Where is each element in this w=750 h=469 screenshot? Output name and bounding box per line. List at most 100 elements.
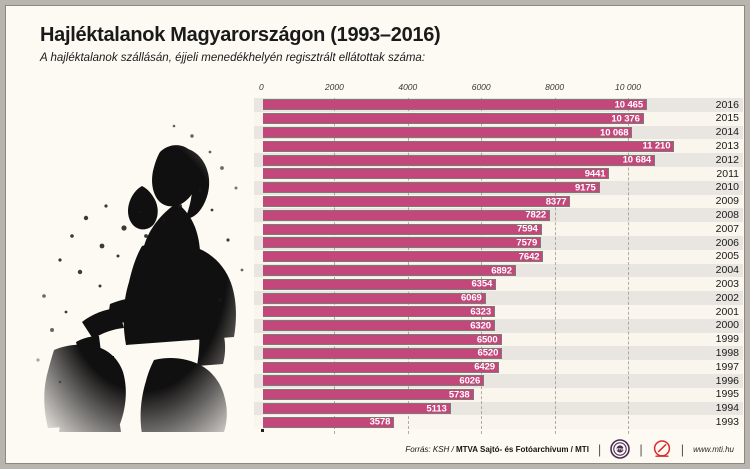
bar-value-label: 10 465 [614,99,644,111]
year-label-1995: 1995 [715,388,739,401]
bar-2008: 7822 [263,209,551,221]
bar-value-label: 6323 [470,306,492,318]
year-label-1997: 1997 [715,360,739,373]
year-label-1993: 1993 [715,415,739,428]
bar-value-label: 7579 [516,237,538,249]
year-label-1994: 1994 [715,402,739,415]
bar-value-label: 5738 [448,389,470,401]
year-label-2004: 2004 [715,264,739,277]
bar-value-label: 10 684 [622,154,652,166]
bar-value-label: 5113 [426,403,447,414]
bar-1999: 6500 [263,334,502,345]
infographic-poster: Hajléktalanok Magyarországon (1993–2016)… [5,5,745,464]
bar-value-label: 6892 [491,265,512,276]
bar-value-label: 7642 [518,251,540,263]
page-subtitle: A hajléktalanok szállásán, éjjeli menedé… [40,52,426,64]
year-label-2013: 2013 [715,139,739,152]
bar-2001: 6323 [263,306,496,318]
bar-value-label: 9175 [574,182,596,194]
bar-value-label: 9441 [584,168,606,180]
footer: Forrás: KSH / MTVA Sajtó- és Fotóarchívu… [6,435,744,463]
x-tick-label-6000: 6000 [471,82,491,92]
year-label-2010: 2010 [715,181,739,194]
mti-logo [653,440,670,457]
separator-1: | [597,441,602,457]
page-title: Hajléktalanok Magyarországon (1993–2016) [40,24,441,46]
x-tick-label-0: 0 [259,82,264,92]
svg-text:MTVA: MTVA [616,448,625,452]
bar-value-label: 8377 [545,196,567,207]
bar-value-label: 7822 [525,209,547,221]
bar-1996: 6026 [263,375,485,387]
year-label-2009: 2009 [715,195,739,208]
source-mid: MTVA Sajtó- és Fotóarchívum / [456,444,573,454]
year-label-2012: 2012 [715,153,739,166]
bar-2007: 7594 [263,223,542,235]
bar-value-label: 6520 [477,347,499,359]
x-tick-label-2000: 2000 [324,82,344,92]
bar-2006: 7579 [263,237,542,249]
x-tick-label-8000: 8000 [545,82,565,92]
bar-value-label: 10 376 [611,113,640,125]
year-label-2014: 2014 [715,126,739,139]
year-label-2001: 2001 [715,305,739,318]
x-tick-label-10000: 10 000 [615,82,641,92]
bar-2011: 9441 [263,168,610,180]
year-label-2015: 2015 [715,112,739,125]
year-label-2016: 2016 [715,98,739,111]
separator-2: | [639,441,643,457]
bar-value-label: 6320 [470,320,491,332]
bar-2004: 6892 [263,265,516,276]
year-label-2000: 2000 [715,319,739,332]
year-label-2005: 2005 [715,250,739,263]
bar-value-label: 6069 [460,292,482,304]
year-label-2008: 2008 [715,208,739,221]
year-label-2006: 2006 [715,236,739,249]
bar-value-label: 6500 [476,334,498,345]
gridline-10000 [628,98,629,434]
year-label-2007: 2007 [715,222,739,235]
header: Hajléktalanok Magyarországon (1993–2016)… [40,24,660,64]
year-label-1996: 1996 [715,374,739,387]
bar-1993: 3578 [263,416,395,428]
bar-value-label: 11 210 [642,140,671,152]
bar-2010: 9175 [263,182,600,194]
website-url: www.mti.hu [693,444,734,454]
plot-area: 10 465 2016 10 376 2015 10 068 2014 11 210 2013… [254,98,743,434]
bar-2005: 7642 [263,251,544,263]
homeless-man-photo [14,60,262,432]
bar-value-label: 3578 [369,416,391,428]
bar-2000: 6320 [263,320,495,332]
x-axis-tick-labels: 0 2000 4000 6000 8000 10 000 [254,82,743,98]
mtva-logo: MTVA [610,439,631,459]
bar-1997: 6429 [263,361,499,373]
bar-2003: 6354 [263,278,497,290]
bar-chart: 0 2000 4000 6000 8000 10 000 10 465 2016 10 376… [254,82,743,434]
year-label-2003: 2003 [715,277,739,290]
bar-2012: 10 684 [263,154,656,166]
bar-2002: 6069 [263,292,486,304]
bar-2015: 10 376 [263,113,644,125]
bar-value-label: 7594 [516,223,538,235]
source-prefix: Forrás: KSH / [405,444,454,454]
bar-2014: 10 068 [263,127,633,138]
bar-value-label: 6429 [474,361,495,373]
year-label-1999: 1999 [715,333,739,346]
bar-value-label: 6026 [459,375,481,387]
bar-2009: 8377 [263,196,571,207]
source-credit: Forrás: KSH / MTVA Sajtó- és Fotóarchívu… [405,445,589,454]
bar-1998: 6520 [263,347,503,359]
year-label-1998: 1998 [715,346,739,359]
year-label-2002: 2002 [715,291,739,304]
bar-1995: 5738 [263,389,474,401]
bar-value-label: 6354 [471,278,493,290]
bar-value-label: 10 068 [600,127,629,138]
bar-2016: 10 465 [263,99,648,111]
bar-2013: 11 210 [263,140,675,152]
year-label-2011: 2011 [716,167,739,180]
bar-1994: 5113 [263,403,451,414]
photo-illustration [14,60,262,432]
gridline-8000 [554,98,556,434]
source-suffix: MTI [575,444,589,454]
separator-3: | [680,441,685,457]
